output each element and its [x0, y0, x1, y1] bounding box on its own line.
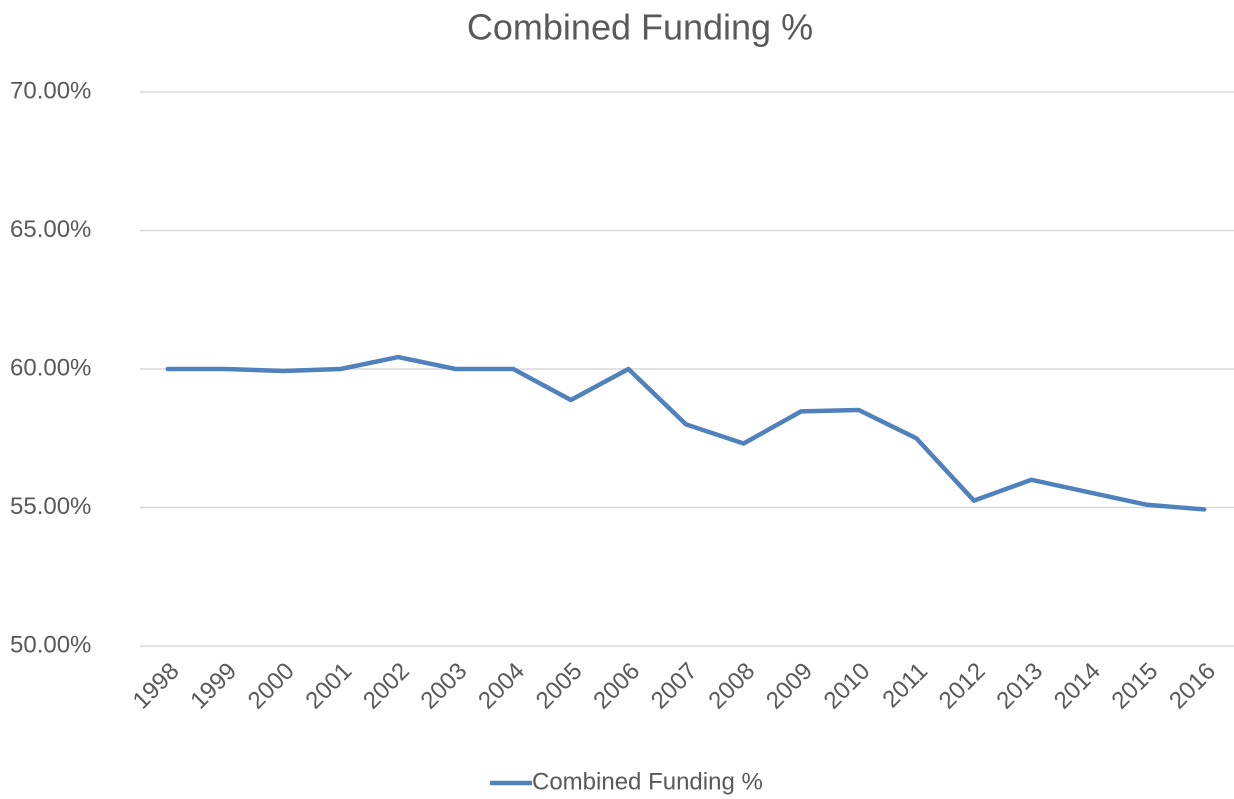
y-tick-label: 55.00% — [10, 493, 91, 520]
legend-label: Combined Funding % — [532, 768, 763, 795]
x-tick-label: 2006 — [588, 658, 645, 715]
y-tick-label: 50.00% — [10, 631, 91, 658]
x-tick-label: 2014 — [1049, 658, 1106, 715]
y-tick-label: 65.00% — [10, 216, 91, 243]
x-tick-label: 2015 — [1107, 658, 1164, 715]
x-tick-label: 2013 — [991, 658, 1048, 715]
x-tick-label: 2003 — [416, 658, 473, 715]
x-tick-label: 2001 — [300, 658, 357, 715]
x-tick-label: 2000 — [243, 658, 300, 715]
y-tick-label: 70.00% — [10, 77, 91, 104]
x-tick-label: 2011 — [877, 658, 933, 714]
x-tick-label: 2002 — [358, 658, 415, 715]
chart-title: Combined Funding % — [467, 7, 813, 48]
x-tick-label: 2004 — [473, 658, 530, 715]
x-tick-label: 1998 — [128, 658, 185, 715]
x-tick-label: 2009 — [761, 658, 818, 715]
x-tick-label: 2012 — [934, 658, 991, 715]
x-tick-label: 2005 — [531, 658, 588, 715]
x-tick-label: 2008 — [703, 658, 760, 715]
x-tick-label: 1999 — [185, 658, 242, 715]
line-series — [165, 354, 1207, 512]
x-tick-label: 2016 — [1164, 658, 1221, 715]
x-tick-label: 2010 — [819, 658, 876, 715]
x-tick-label: 2007 — [646, 658, 703, 715]
y-tick-label: 60.00% — [10, 354, 91, 381]
